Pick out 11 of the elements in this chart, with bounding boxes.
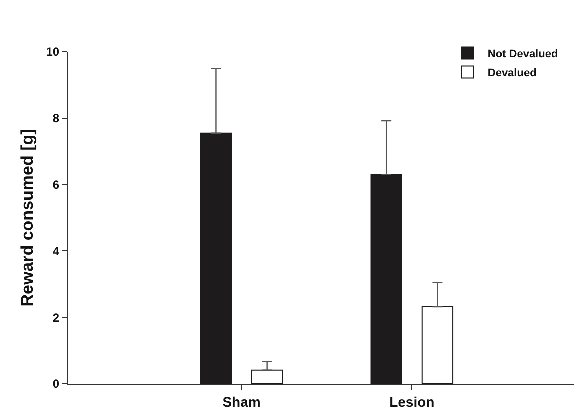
legend-label: Devalued: [488, 68, 537, 80]
x-tick-label: Sham: [222, 394, 261, 410]
legend-label: Not Devalued: [488, 48, 558, 61]
y-tick-label: 8: [52, 112, 60, 126]
x-tick-label: Lesion: [390, 394, 435, 410]
y-tick-label: 2: [52, 310, 60, 325]
y-axis-title: Reward consumed [g]: [18, 129, 37, 307]
y-tick-label: 4: [52, 244, 60, 258]
y-tick-label: 0: [52, 377, 60, 392]
y-tick-label: 6: [52, 178, 60, 192]
y-tick-label: 10: [46, 45, 60, 60]
